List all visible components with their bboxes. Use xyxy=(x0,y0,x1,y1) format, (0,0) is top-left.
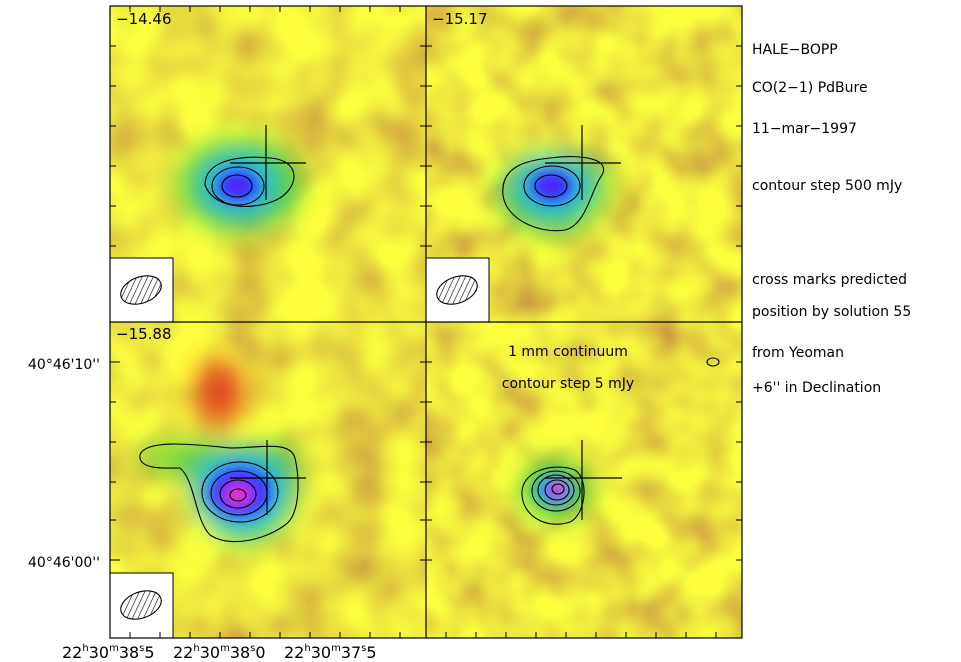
beam-ellipse-icon xyxy=(436,275,478,305)
panel-1-contours xyxy=(204,156,295,207)
svg-text:22h30m38s5: 22h30m38s5 xyxy=(62,643,155,662)
panel-3-velocity: −15.88 xyxy=(116,325,172,343)
beam-p1 xyxy=(109,257,174,323)
panel-1-velocity: −14.46 xyxy=(116,10,172,28)
panel-2-cross xyxy=(545,125,621,200)
panel-3 xyxy=(110,322,426,638)
x-tick-label: 22h30m38s0 xyxy=(173,643,266,662)
panel-frames xyxy=(109,5,743,639)
panel-3-cross xyxy=(230,440,306,515)
y-tick-label: 40°46'10'' xyxy=(28,357,100,373)
legend-cross-note-2: position by solution 55 xyxy=(752,304,911,320)
legend-text: HALE−BOPP CO(2−1) PdBure 11−mar−1997 con… xyxy=(752,42,911,396)
beam-p3 xyxy=(109,572,174,639)
beam-ellipse-icon xyxy=(120,590,162,620)
svg-text:22h30m38s0: 22h30m38s0 xyxy=(173,643,266,662)
ticks xyxy=(110,6,742,638)
beam-p2 xyxy=(425,257,490,323)
panel-4-cross xyxy=(545,440,622,520)
panel-4-note-2: contour step 5 mJy xyxy=(502,376,634,392)
panel-2-contours xyxy=(502,156,604,232)
y-tick-label: 40°46'00'' xyxy=(28,555,100,571)
panel-1-cross xyxy=(230,125,306,200)
legend-object: HALE−BOPP xyxy=(752,42,838,58)
legend-cross-note-3: from Yeoman xyxy=(752,345,844,361)
beam-ellipse-icon xyxy=(120,275,162,305)
legend-cross-note-1: cross marks predicted xyxy=(752,272,907,288)
panel-4-contours xyxy=(521,357,720,525)
panel-4 xyxy=(426,322,742,638)
legend-contour-step: contour step 500 mJy xyxy=(752,178,902,194)
legend-cross-note-4: +6'' in Declination xyxy=(752,380,881,396)
x-tick-label: 22h30m37s5 xyxy=(284,643,377,662)
panel-3-contours xyxy=(139,443,299,542)
legend-line: CO(2−1) PdBure xyxy=(752,80,868,96)
panel-4-note-1: 1 mm continuum xyxy=(508,344,628,360)
legend-date: 11−mar−1997 xyxy=(752,121,857,137)
x-tick-label: 22h30m38s5 xyxy=(62,643,155,662)
panel-2-velocity: −15.17 xyxy=(432,10,488,28)
svg-text:22h30m37s5: 22h30m37s5 xyxy=(284,643,377,662)
